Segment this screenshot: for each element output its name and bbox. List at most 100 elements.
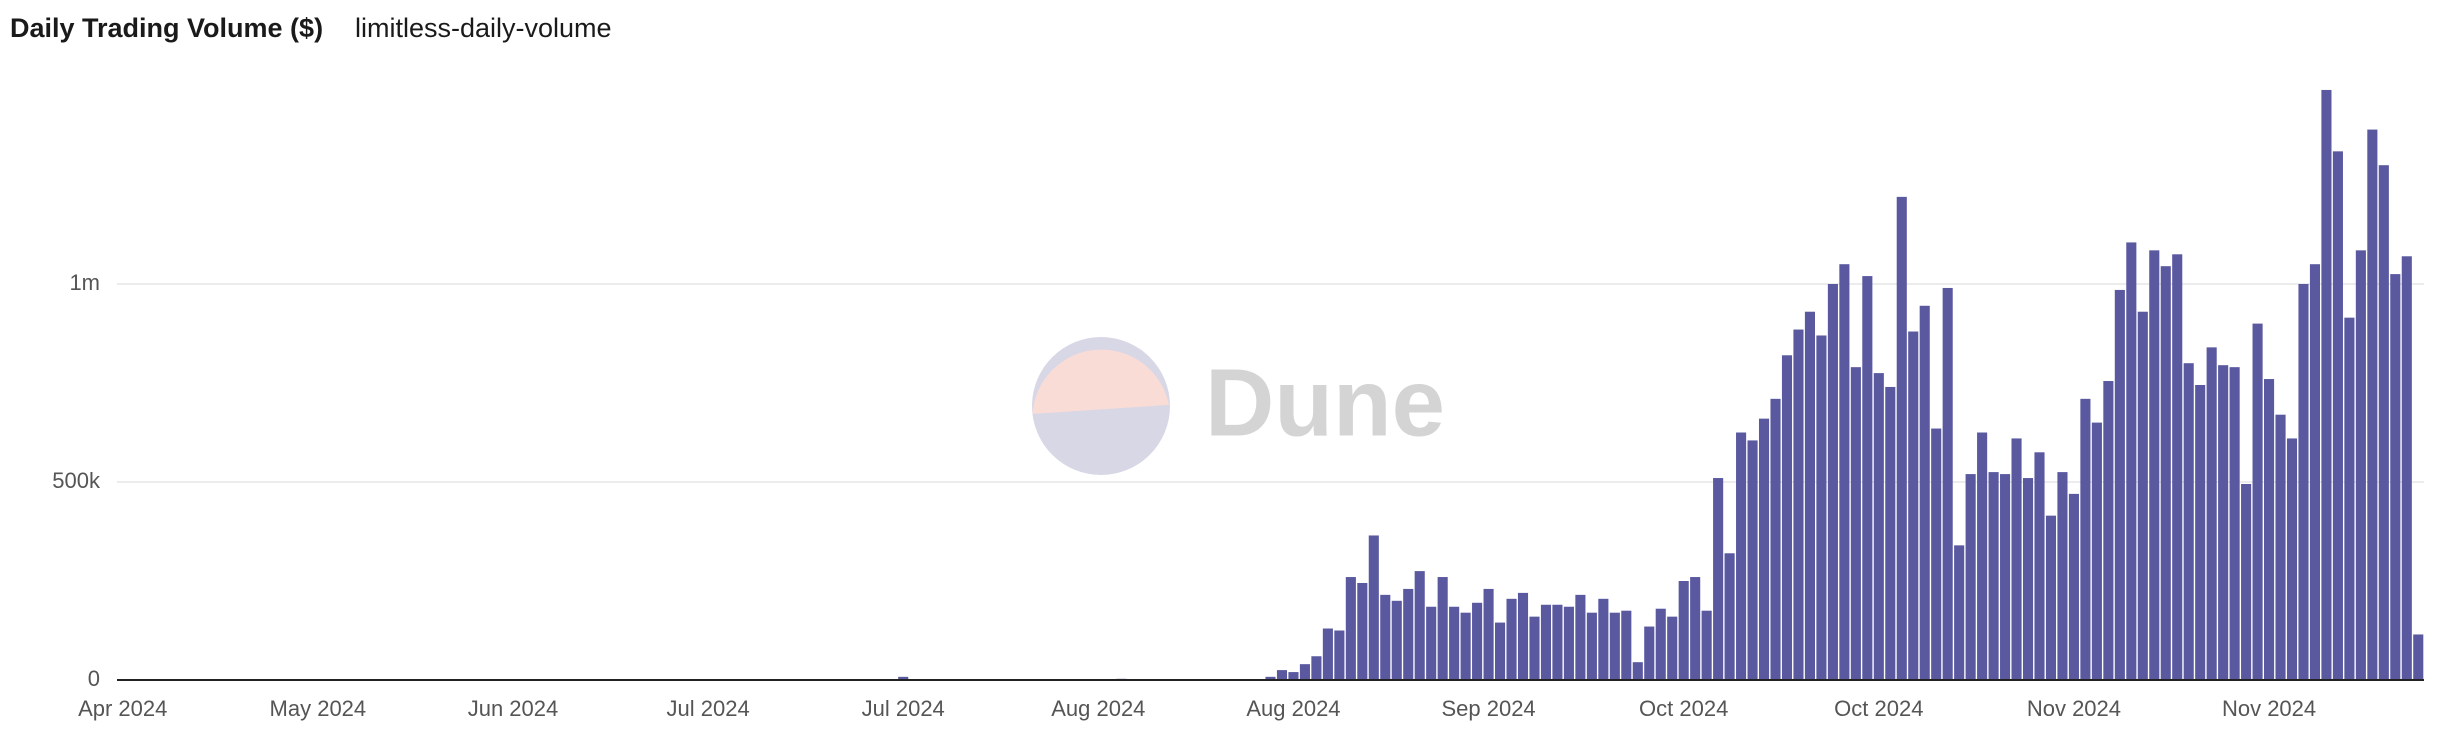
bar [1414, 571, 1425, 680]
bar [1357, 582, 1368, 680]
bar [2355, 250, 2366, 680]
bar [1804, 311, 1815, 680]
bar [1311, 656, 1322, 680]
bar [1609, 612, 1620, 680]
bar [2160, 266, 2171, 680]
bar [1403, 588, 1414, 680]
y-tick-label: 0 [88, 666, 100, 691]
bar [1919, 305, 1930, 680]
x-tick-label: Jul 2024 [667, 696, 750, 721]
bar [2286, 438, 2298, 680]
bar [2091, 422, 2102, 680]
bar [2000, 474, 2011, 680]
bar [1391, 600, 1402, 680]
x-tick-label: Aug 2024 [1051, 696, 1145, 721]
bar [2252, 323, 2263, 680]
bar [2378, 165, 2389, 680]
bar [2057, 472, 2068, 680]
bar [1736, 432, 1747, 680]
bar [1368, 535, 1379, 680]
bar [1770, 398, 1781, 680]
y-tick-label: 1m [69, 270, 100, 295]
bar [1839, 264, 1850, 680]
bar [1426, 606, 1437, 680]
bar [1781, 355, 1793, 680]
bar [2195, 384, 2206, 680]
bar [2172, 254, 2183, 681]
bar [2264, 379, 2275, 680]
y-tick-label: 500k [52, 468, 101, 493]
bar [1885, 386, 1896, 680]
bar [1988, 472, 1999, 680]
bar [898, 676, 909, 680]
bar [2206, 347, 2217, 680]
bar [2011, 438, 2022, 680]
bar [1472, 602, 1483, 680]
bar [2114, 289, 2125, 680]
bar [2045, 515, 2057, 680]
bar [1517, 592, 1529, 680]
bar [1678, 581, 1689, 680]
bar [1655, 608, 1666, 680]
watermark-logo [1032, 337, 1170, 475]
chart-title: Daily Trading Volume ($) [10, 13, 323, 43]
bar [2321, 89, 2332, 680]
bar [1908, 331, 1919, 680]
bar [2149, 250, 2160, 680]
x-tick-label: Nov 2024 [2222, 696, 2316, 721]
bar [1747, 440, 1758, 680]
bar [2080, 398, 2091, 680]
bar [1942, 287, 1953, 680]
bar [1758, 418, 1770, 680]
bar [1977, 432, 1988, 680]
bar [2367, 129, 2378, 680]
bar [1816, 335, 1827, 680]
bar [2218, 365, 2229, 680]
bar [1954, 545, 1965, 680]
bar [2413, 634, 2424, 680]
bar [1713, 478, 1724, 680]
bar [2022, 478, 2034, 680]
bar [1540, 604, 1552, 680]
x-tick-label: Nov 2024 [2027, 696, 2121, 721]
x-tick-label: Jul 2024 [862, 696, 945, 721]
bar [2309, 264, 2321, 680]
bar [1288, 672, 1299, 680]
bar [2068, 493, 2079, 680]
bar [1322, 628, 1333, 680]
bar [2332, 151, 2343, 681]
bar [1621, 610, 1632, 680]
bar [2103, 381, 2114, 680]
bar [1862, 276, 1873, 680]
x-tick-label: Oct 2024 [1639, 696, 1728, 721]
bar [1931, 428, 1942, 680]
bar [1334, 630, 1345, 680]
bar [1552, 604, 1563, 680]
chart-subtitle: limitless-daily-volume [355, 13, 612, 43]
bar [1724, 553, 1735, 680]
bar [1495, 622, 1506, 680]
bar [1632, 662, 1643, 680]
bar [1345, 577, 1356, 680]
bar [1827, 284, 1838, 680]
bar [1896, 196, 1907, 680]
bar [2275, 414, 2286, 680]
bar [1667, 616, 1678, 680]
bar [1460, 612, 1471, 680]
bar [2401, 256, 2412, 680]
bar [2298, 284, 2309, 680]
bar [1265, 676, 1276, 680]
bar [2241, 483, 2252, 680]
bar [2034, 452, 2045, 680]
bar [1873, 373, 1884, 680]
bar [2126, 242, 2137, 681]
bar [1701, 610, 1712, 680]
bar [1299, 664, 1310, 680]
bar [1598, 598, 1609, 680]
x-tick-label: Jun 2024 [468, 696, 559, 721]
bar [1483, 588, 1494, 680]
x-tick-label: Sep 2024 [1441, 696, 1535, 721]
bar [2137, 311, 2148, 680]
bar [2344, 317, 2355, 680]
